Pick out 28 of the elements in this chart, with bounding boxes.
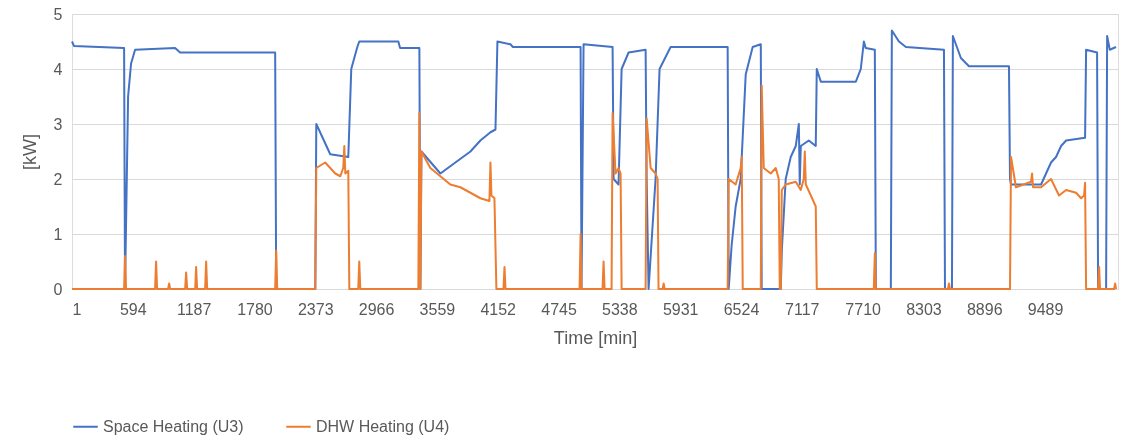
x-tick-label: 7117 (785, 300, 820, 318)
y-axis-title: [kW] (19, 134, 40, 170)
y-tick-label: 5 (53, 5, 63, 23)
y-tick-label: 2 (53, 170, 63, 188)
x-tick-label: 5338 (602, 300, 638, 318)
x-tick-label: 4152 (480, 300, 517, 318)
x-tick-label: 1187 (176, 300, 212, 318)
x-tick-label: 594 (119, 300, 147, 318)
y-tick-label: 3 (53, 115, 63, 133)
x-tick-label: 4745 (541, 300, 577, 318)
legend-label: Space Heating (U3) (103, 417, 244, 435)
x-tick-label: 1 (72, 300, 82, 318)
legend-label: DHW Heating (U4) (316, 417, 450, 435)
x-tick-label: 1780 (237, 300, 273, 318)
x-axis-title: Time [min] (553, 327, 638, 348)
x-tick-label: 8896 (966, 300, 1003, 318)
x-tick-label: 6524 (723, 300, 760, 318)
x-tick-label: 5931 (662, 300, 699, 318)
line-series (71, 84, 1118, 290)
y-tick-label: 1 (53, 225, 63, 243)
x-tick-label: 2966 (358, 300, 395, 318)
x-tick-label: 8303 (906, 300, 942, 318)
x-tick-label: 7710 (845, 300, 882, 318)
x-tick-label: 2373 (297, 300, 334, 318)
x-tick-label: 9489 (1027, 300, 1064, 318)
y-tick-label: 4 (53, 60, 63, 78)
x-tick-label: 3559 (419, 300, 456, 318)
y-tick-label: 0 (53, 280, 63, 298)
